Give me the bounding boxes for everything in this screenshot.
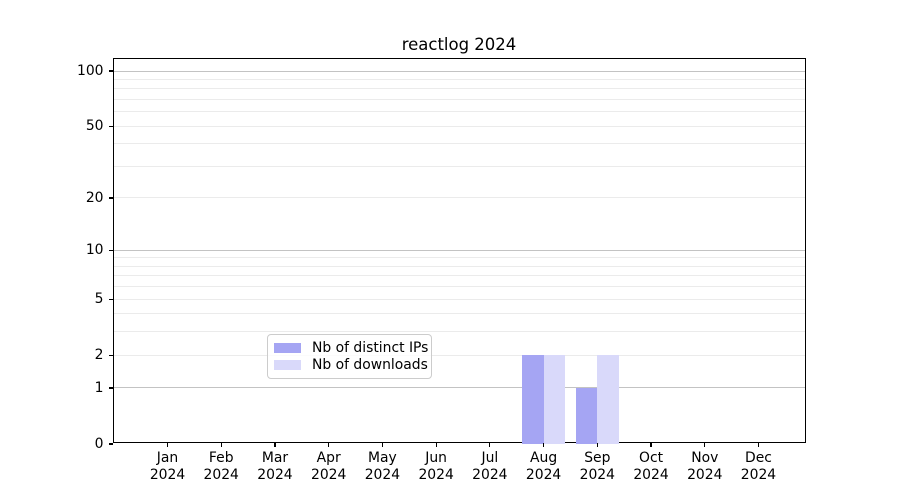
gridline-minor — [113, 111, 805, 113]
legend-swatch-downloads — [274, 359, 301, 371]
legend: Nb of distinct IPs Nb of downloads — [267, 334, 432, 379]
x-tick-label: Jan 2024 — [149, 450, 186, 483]
y-tick — [108, 249, 113, 251]
gridline-minor — [113, 331, 805, 333]
y-tick-label: 0 — [94, 436, 104, 452]
x-tick — [650, 443, 652, 448]
legend-swatch-distinct-ips — [274, 342, 301, 354]
x-tick — [435, 443, 437, 448]
bar-distinct-ips-sep-2024 — [575, 387, 598, 444]
gridline-minor — [113, 125, 805, 127]
y-tick — [108, 298, 113, 300]
y-tick — [108, 70, 113, 72]
y-tick-label: 10 — [85, 242, 104, 259]
gridline-major — [113, 387, 805, 389]
gridline-minor — [113, 265, 805, 267]
y-tick — [108, 197, 113, 199]
y-tick-label: 2 — [94, 347, 104, 364]
legend-item-downloads: Nb of downloads — [274, 357, 428, 373]
bar-distinct-ips-aug-2024 — [522, 355, 544, 444]
y-tick-label: 100 — [76, 63, 104, 79]
y-tick-label: 5 — [94, 291, 104, 308]
x-tick-label: Oct 2024 — [633, 450, 669, 483]
gridline-minor — [113, 78, 805, 80]
x-tick-label: Aug 2024 — [525, 450, 562, 483]
y-tick — [108, 354, 113, 356]
legend-item-distinct-ips: Nb of distinct IPs — [274, 340, 428, 356]
x-tick — [489, 443, 491, 448]
gridline-minor — [113, 88, 805, 90]
y-tick-label: 1 — [94, 379, 104, 396]
x-tick-label: Jul 2024 — [472, 450, 508, 483]
y-tick-label: 50 — [85, 118, 104, 135]
gridline-minor — [113, 197, 805, 199]
bar-downloads-aug-2024 — [543, 355, 566, 444]
x-tick-label: Feb 2024 — [203, 450, 239, 483]
bar-downloads-sep-2024 — [597, 355, 619, 444]
legend-label-downloads: Nb of downloads — [312, 356, 428, 373]
gridline-minor — [113, 298, 805, 300]
x-tick-label: May 2024 — [364, 450, 401, 483]
gridline-minor — [113, 313, 805, 315]
y-tick-label: 20 — [85, 189, 104, 206]
gridline-minor — [113, 257, 805, 259]
x-tick-label: Apr 2024 — [310, 450, 347, 483]
x-tick — [757, 443, 760, 448]
gridline-major — [113, 249, 805, 251]
x-tick — [542, 443, 545, 448]
x-tick-label: Dec 2024 — [740, 450, 777, 483]
chart-title: reactlog 2024 — [401, 35, 517, 54]
x-tick — [381, 443, 383, 448]
gridline-minor — [113, 143, 805, 145]
x-tick-label: Jun 2024 — [418, 450, 454, 483]
x-tick-label: Mar 2024 — [257, 450, 293, 483]
y-tick — [108, 125, 113, 127]
x-tick — [274, 443, 276, 448]
x-tick — [596, 443, 598, 448]
gridline-major — [113, 70, 805, 72]
x-tick — [328, 443, 330, 448]
x-tick — [220, 443, 222, 448]
x-tick — [704, 443, 706, 448]
plot-area: 0 1 2 5 10 20 50 100 Jan 2024 Feb 2024 Mar 2024 Apr… — [77, 58, 806, 483]
x-tick — [166, 443, 169, 448]
x-tick-label: Sep 2024 — [579, 450, 615, 483]
gridline-minor — [113, 165, 805, 167]
gridline-minor — [113, 98, 805, 100]
gridline-minor — [113, 286, 805, 288]
x-tick-label: Nov 2024 — [687, 450, 723, 483]
y-tick — [108, 387, 113, 389]
gridline-minor — [113, 275, 805, 277]
gridline-minor — [113, 354, 805, 356]
legend-label-distinct-ips: Nb of distinct IPs — [312, 339, 429, 356]
y-tick — [108, 443, 113, 445]
